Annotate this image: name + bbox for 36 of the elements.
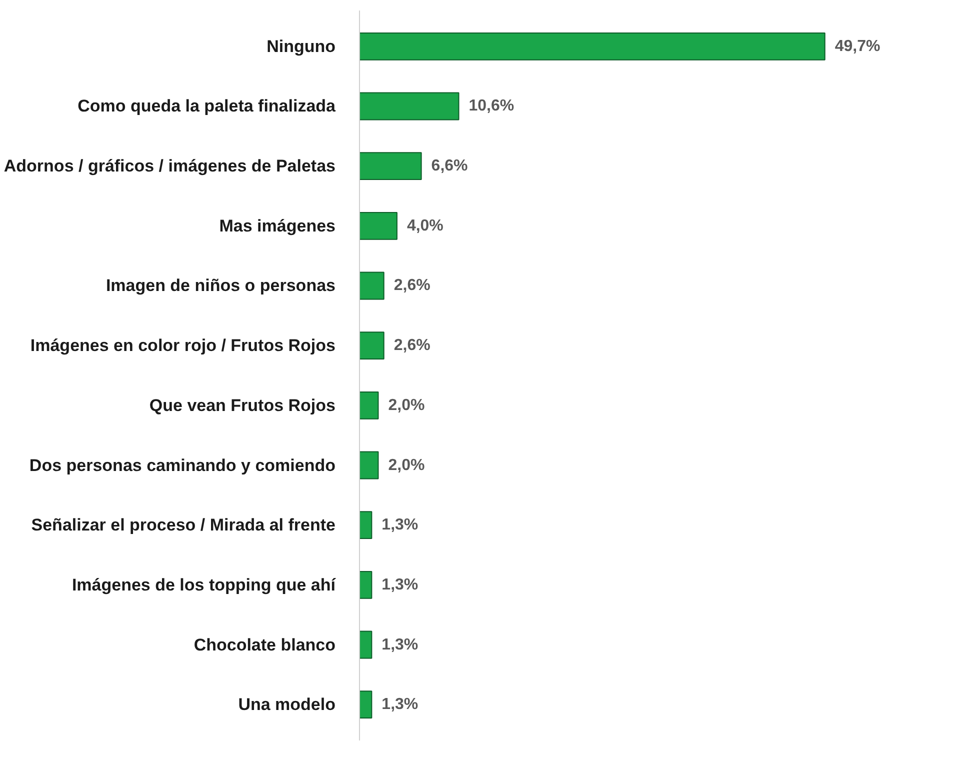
- y-tick-label: Que vean Frutos Rojos: [149, 396, 336, 415]
- data-label: 4,0%: [406, 217, 444, 234]
- bar: [360, 272, 384, 300]
- data-label: 1,3%: [382, 636, 418, 654]
- bar: [360, 212, 398, 240]
- bar: [360, 92, 460, 120]
- data-label: 10,6%: [468, 98, 514, 115]
- bar: [360, 332, 384, 360]
- bar: [360, 630, 372, 659]
- y-tick-label: Adornos / gráficos / imágenes de Paletas: [4, 156, 336, 176]
- y-tick-label: Como queda la paleta finalizada: [78, 96, 336, 116]
- y-tick-label: Imagen de niños o personas: [106, 276, 336, 296]
- data-label: 1,3%: [382, 696, 418, 714]
- y-tick-label: Señalizar el proceso / Mirada al frente: [31, 516, 336, 535]
- y-tick-label: Imágenes en color rojo / Frutos Rojos: [30, 336, 336, 356]
- bar: [360, 391, 379, 420]
- y-tick-label: Dos personas caminando y comiendo: [29, 456, 336, 475]
- data-label: 2,6%: [394, 277, 430, 294]
- data-label: 2,0%: [388, 456, 425, 474]
- data-label: 1,3%: [382, 576, 418, 594]
- data-label: 2,6%: [394, 337, 430, 354]
- y-tick-label: Ninguno: [266, 36, 336, 56]
- bar: [360, 451, 379, 480]
- y-tick-label: Una modelo: [238, 695, 336, 714]
- bar: [360, 32, 826, 60]
- bar: [360, 511, 372, 540]
- y-tick-label: Chocolate blanco: [194, 635, 336, 654]
- data-label: 1,3%: [382, 516, 418, 534]
- bar: [360, 570, 372, 599]
- y-tick-label: Mas imágenes: [219, 216, 336, 236]
- data-label: 2,0%: [388, 396, 425, 414]
- bar: [360, 152, 422, 180]
- data-label: 6,6%: [431, 158, 468, 175]
- y-tick-label: Imágenes de los topping que ahí: [72, 575, 337, 594]
- bar: [360, 690, 372, 719]
- data-label: 49,7%: [834, 38, 880, 55]
